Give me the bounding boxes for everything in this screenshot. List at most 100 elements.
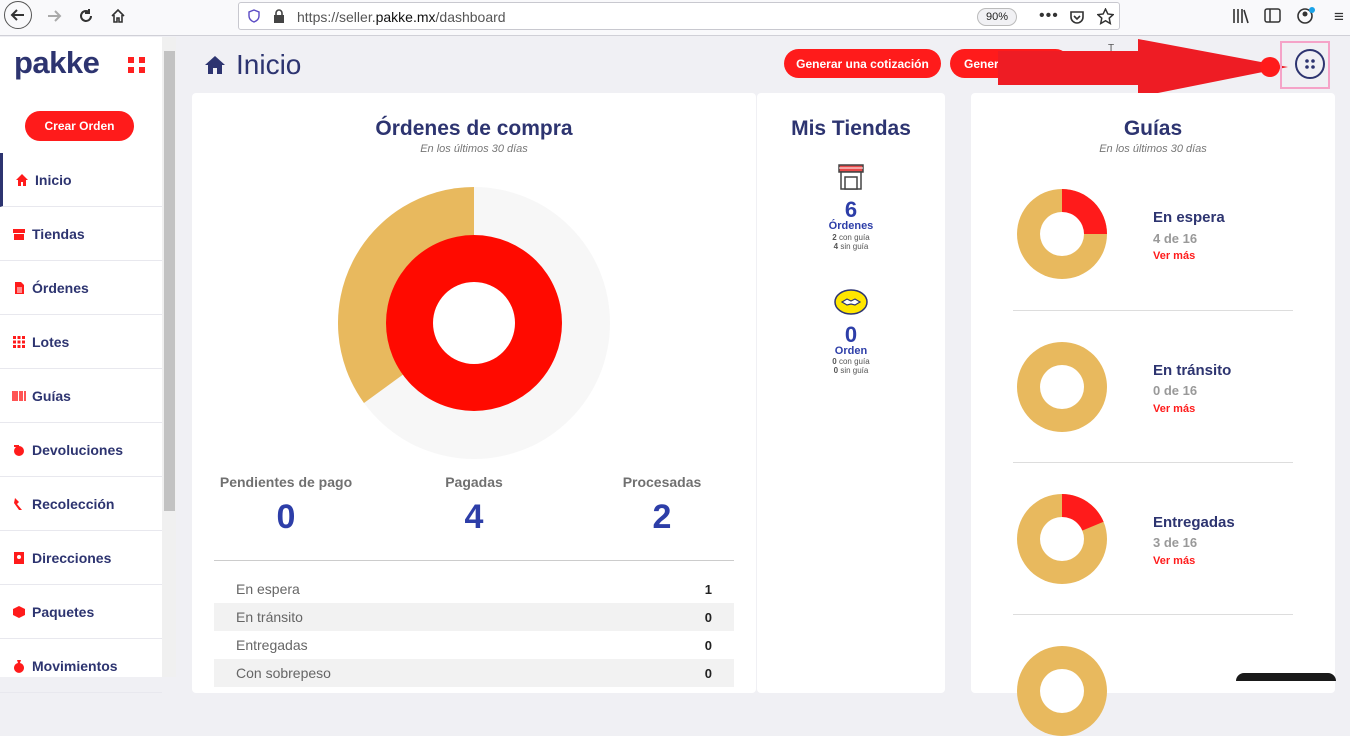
orders-divider	[214, 560, 734, 561]
create-order-button[interactable]: Crear Orden	[25, 111, 134, 141]
see-more-link[interactable]: Ver más	[1153, 403, 1196, 415]
zoom-badge[interactable]: 90%	[977, 8, 1018, 26]
guides-title: Guías	[1123, 117, 1183, 140]
store-with-guide: 0 con guía	[832, 357, 870, 366]
guide-divider	[1013, 614, 1293, 615]
pocket-icon[interactable]	[1069, 9, 1085, 25]
reload-icon	[80, 9, 92, 22]
row-value: 0	[704, 665, 712, 681]
url-bar[interactable]: https://seller.pakke.mx/dashboard 90% ••…	[238, 2, 1120, 30]
guides-card: Guías En los últimos 30 días En espera 4…	[971, 93, 1335, 736]
red-arrow-annotation	[998, 39, 1288, 97]
guide-count: 4 de 16	[1153, 231, 1198, 246]
package-icon	[13, 605, 25, 618]
sidebar-item-label: Recolección	[32, 495, 115, 512]
back-button[interactable]	[4, 1, 32, 29]
hamburger-menu-icon[interactable]: ≡	[1334, 7, 1344, 26]
sidebar-item-direcciones[interactable]: Direcciones	[0, 531, 162, 585]
store-without-guide: 0 sin guía	[833, 366, 869, 375]
store-count: 6	[844, 197, 858, 222]
sidebar-item-inicio[interactable]: Inicio	[0, 153, 162, 207]
stat-label-paid: Pagadas	[445, 474, 503, 490]
stat-label-processed: Procesadas	[622, 474, 702, 490]
home-outline-icon	[111, 8, 125, 23]
guide-count: 3 de 16	[1153, 535, 1198, 550]
more-options-icon[interactable]: •••	[1039, 7, 1059, 24]
sidebar-scrollbar[interactable]	[162, 37, 176, 677]
bookmark-star-icon[interactable]	[1097, 8, 1114, 25]
sidebar-item-lotes[interactable]: Lotes	[0, 315, 162, 369]
sidebar-item-label: Lotes	[32, 333, 70, 350]
account-icon[interactable]	[1296, 6, 1316, 26]
stat-value-processed: 2	[652, 498, 672, 536]
sidebar-item-guias[interactable]: Guías	[0, 369, 162, 423]
back-arrow-icon	[10, 9, 24, 21]
home-button[interactable]	[104, 3, 132, 29]
guide-donut-chart	[1017, 646, 1107, 736]
header-hidden-text: T	[1108, 43, 1115, 54]
table-row: En tránsito 0	[214, 603, 734, 631]
address-icon	[14, 551, 24, 564]
sidebar: pakke Crear Orden Inicio Tiendas Órdenes…	[0, 37, 162, 693]
shop-icon[interactable]	[837, 163, 865, 191]
return-icon	[14, 444, 24, 456]
guide-count: 0 de 16	[1153, 383, 1198, 398]
sidebar-item-label: Direcciones	[32, 549, 112, 566]
store-without-guide: 4 sin guía	[833, 242, 869, 251]
forward-button[interactable]	[40, 3, 68, 29]
shield-icon	[248, 9, 260, 23]
home-icon	[205, 56, 225, 74]
library-icon[interactable]	[1232, 8, 1250, 24]
store-label: Órdenes	[828, 220, 874, 232]
sidebar-item-label: Órdenes	[32, 279, 89, 296]
stores-title: Mis Tiendas	[791, 117, 911, 140]
sidebar-toggle-icon[interactable]	[1264, 8, 1281, 23]
store-count: 0	[844, 322, 858, 347]
donut-hole	[433, 282, 515, 364]
page-title-text: Inicio	[236, 49, 302, 80]
sidebar-item-tiendas[interactable]: Tiendas	[0, 207, 162, 261]
row-label: Entregadas	[236, 637, 308, 653]
store-label: Orden	[834, 345, 868, 357]
lock-icon	[274, 9, 284, 23]
barcode-icon	[12, 390, 26, 401]
chat-widget-tab[interactable]	[1236, 673, 1336, 681]
see-more-link[interactable]: Ver más	[1153, 250, 1196, 262]
pakke-logo[interactable]: pakke	[14, 45, 100, 80]
main-content: Inicio Generar una cotización Gener T Ór…	[176, 37, 1350, 736]
orders-card: Órdenes de compra En los últimos 30 días…	[192, 93, 756, 693]
logo-dots-icon	[128, 57, 146, 73]
sidebar-item-label: Inicio	[35, 171, 72, 188]
guide-donut-hole	[1040, 669, 1084, 713]
guide-donut-hole	[1040, 365, 1084, 409]
apps-menu-button[interactable]	[1295, 49, 1325, 79]
guide-divider	[1013, 462, 1293, 463]
document-icon	[15, 281, 24, 294]
sidebar-item-paquetes[interactable]: Paquetes	[0, 585, 162, 639]
guide-donut-chart	[1017, 189, 1107, 279]
row-value: 1	[704, 581, 712, 597]
sidebar-item-movimientos[interactable]: Movimientos	[0, 639, 162, 693]
guide-donut-hole	[1040, 517, 1084, 561]
sidebar-item-recoleccion[interactable]: Recolección	[0, 477, 162, 531]
generate-quote-button[interactable]: Generar una cotización	[784, 49, 941, 78]
stat-value-paid: 4	[464, 498, 484, 536]
table-row: Entregadas 0	[214, 631, 734, 659]
orders-title: Órdenes de compra	[375, 117, 573, 140]
row-value: 0	[704, 609, 712, 625]
scrollbar-thumb[interactable]	[164, 51, 175, 511]
reload-button[interactable]	[72, 3, 100, 29]
guide-title: Entregadas	[1153, 514, 1235, 531]
forward-arrow-icon	[48, 10, 62, 22]
guides-subtitle: En los últimos 30 días	[1099, 143, 1207, 155]
orders-donut-chart	[338, 187, 610, 459]
see-more-link[interactable]: Ver más	[1153, 555, 1196, 567]
sidebar-item-ordenes[interactable]: Órdenes	[0, 261, 162, 315]
sidebar-item-devoluciones[interactable]: Devoluciones	[0, 423, 162, 477]
guide-donut-chart	[1017, 342, 1107, 432]
stat-value-pending: 0	[276, 498, 296, 536]
guide-divider	[1013, 310, 1293, 311]
pickup-icon	[14, 497, 22, 510]
money-bag-icon	[14, 659, 24, 673]
mercadolibre-icon[interactable]	[834, 289, 868, 315]
